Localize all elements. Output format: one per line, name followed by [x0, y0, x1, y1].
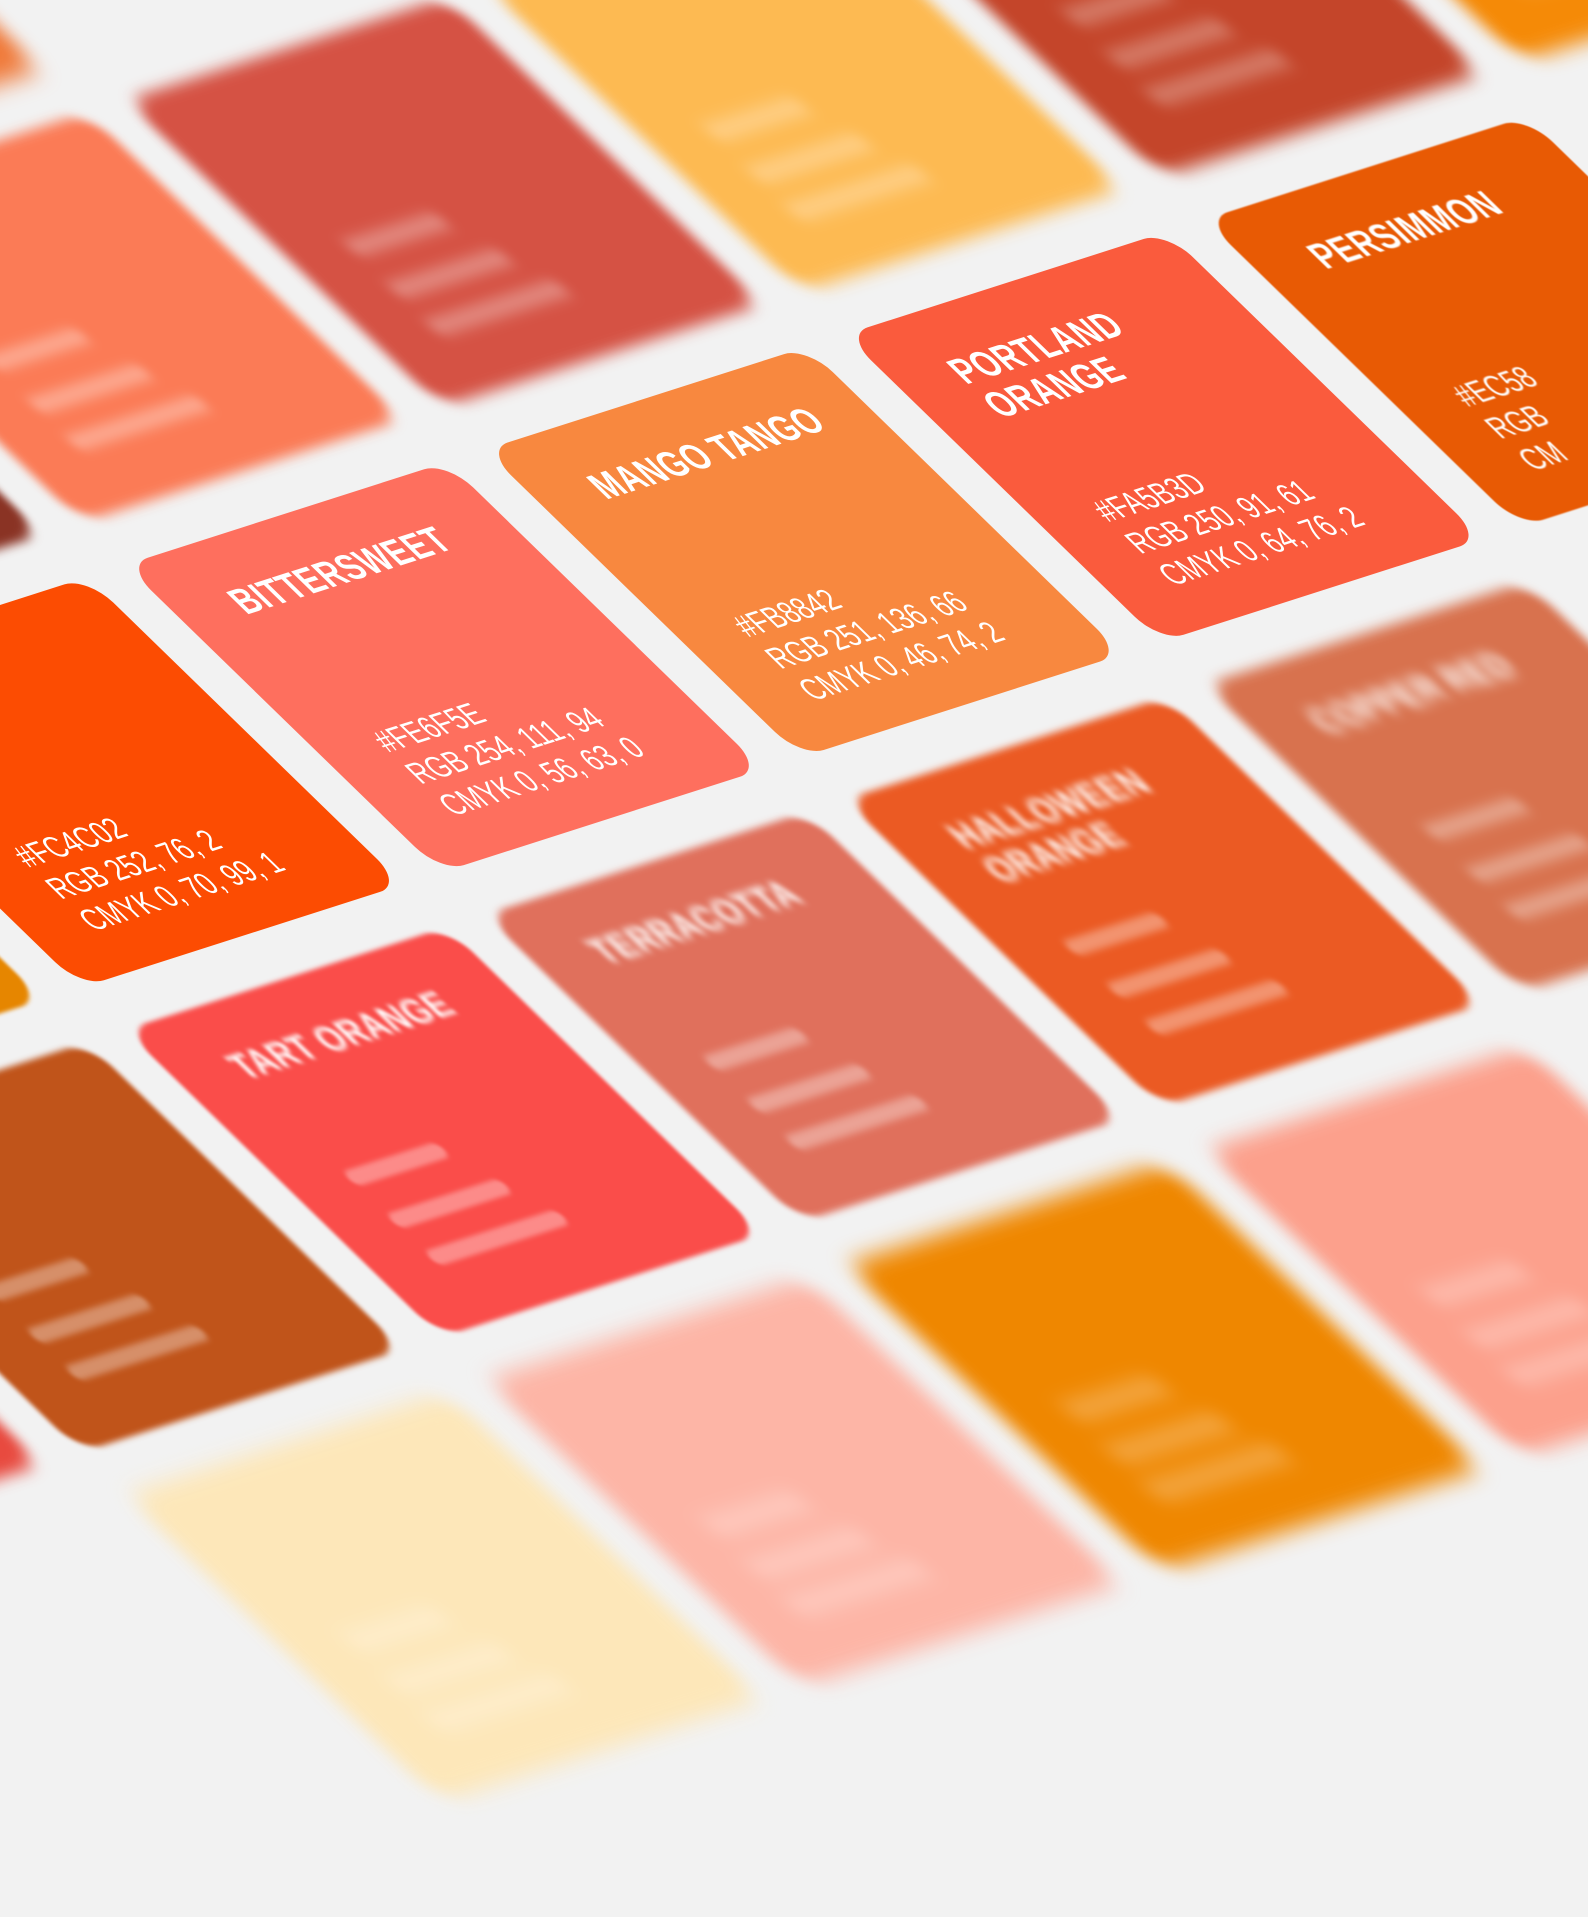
swatch-name: Terracotta [578, 873, 813, 972]
blurred-text-line [701, 96, 812, 142]
blurred-text-line [384, 1642, 514, 1695]
blurred-text-line [341, 1141, 452, 1187]
blurred-text-line [341, 1606, 452, 1652]
blurred-text-line [1142, 1443, 1291, 1501]
blurred-text-line [25, 363, 155, 415]
blurred-text-line [783, 163, 932, 222]
blurred-text-line [1464, 832, 1588, 884]
swatch-name: Tart Orange [218, 984, 466, 1088]
blurred-text-line [701, 1491, 811, 1537]
blurred-text-line [1104, 17, 1234, 70]
blurred-text-line [63, 1324, 212, 1382]
swatch-name: Copper Red [1297, 645, 1527, 742]
swatch-name: Portland Orange [938, 305, 1137, 426]
blurred-text-line [0, 326, 92, 373]
blurred-text-line [744, 1062, 874, 1115]
blurred-text-line [1464, 1297, 1588, 1349]
blurred-text-line [1143, 48, 1291, 107]
blurred-text-line [423, 1209, 571, 1267]
blurred-text-line [1420, 1261, 1531, 1307]
blurred-text-line [782, 1093, 931, 1152]
blurred-text-line [63, 394, 212, 452]
blurred-text-line [1104, 1412, 1234, 1464]
blurred-text-line [744, 1527, 874, 1579]
swatch-values: #FE6F5E RGB 254, 111, 94 CMYK 0, 56, 63, 0 [363, 666, 655, 823]
blurred-text-line [423, 279, 572, 337]
swatch-name: Bittersweet [218, 520, 464, 623]
blurred-text-line [1061, 911, 1172, 957]
blurred-text-line [701, 1026, 812, 1072]
blurred-text-line [1104, 947, 1234, 999]
blurred-text-line [1060, 1376, 1171, 1422]
blurred-text-line [341, 211, 452, 257]
blurred-text-line [0, 1256, 92, 1302]
blurred-text-line [1061, 0, 1172, 27]
swatch-values: #EC58 RGB CM [1443, 360, 1588, 479]
swatch-name: ange [0, 1088, 144, 1202]
swatch-values: #FC4C02 RGB 252, 76, 2 CMYK 0, 70, 99, 1 [3, 781, 295, 938]
blurred-text-line [384, 1177, 514, 1230]
swatch-name: Persimmon [1297, 184, 1514, 277]
blurred-text-line [422, 1673, 571, 1732]
blurred-text-line [1420, 796, 1531, 842]
blurred-text-line [385, 248, 515, 300]
swatch-values: #FA5B3D RGB 250, 91, 61 CMYK 0, 64, 76, 2 [1083, 436, 1375, 593]
blurred-text-line [25, 1293, 154, 1345]
blurred-text-line [745, 132, 875, 185]
blurred-text-line [782, 1558, 931, 1617]
blurred-text-line [1142, 978, 1291, 1036]
swatch-name: Halloween Orange [937, 761, 1162, 891]
swatch-values: #FB8842 RGB 251, 136, 66 CMYK 0, 46, 74, 2 [723, 551, 1015, 708]
swatch-name: Mango Tango [578, 400, 837, 508]
